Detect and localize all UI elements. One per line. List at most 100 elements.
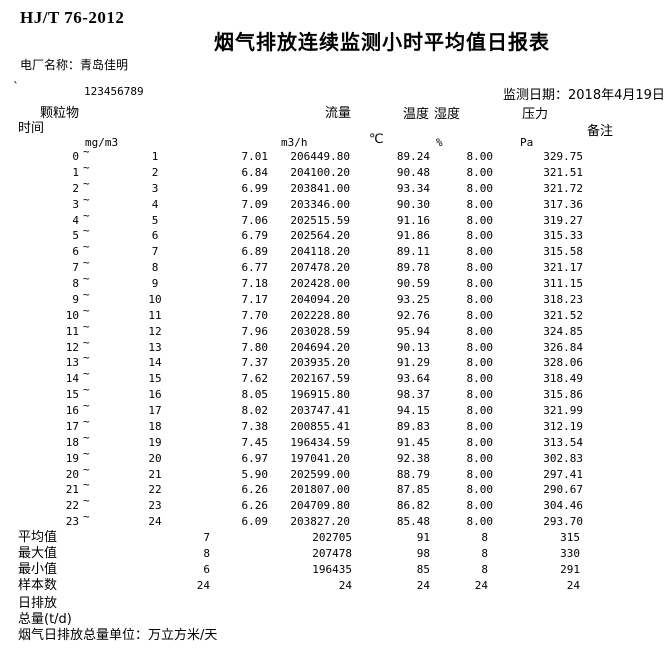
summary-table: 平均值 7 202705 91 8 315 最大值 8 207478 98 8 330 最小值 6 1964…	[0, 530, 672, 594]
pressure-value-cell: 321.72	[543, 181, 583, 195]
hourly-row: 5 ~6 6.79 202564.20 91.86 8.00 315.33	[0, 228, 672, 244]
pm-value-cell: 8.02	[241, 404, 269, 417]
tilde-mark: ~	[83, 355, 90, 365]
pm-value-cell: 7.37	[241, 356, 269, 370]
plant-name-line: 电厂名称：青岛佳明	[20, 56, 128, 73]
hourly-row: 2 ~3 6.99 203841.00 93.34 8.00 321.72	[0, 181, 672, 197]
footer-daily-emission-label: 日排放	[18, 596, 58, 611]
hour-to-cell: 9	[151, 277, 159, 290]
monitor-date-label: 监测日期：	[503, 88, 569, 103]
pm-value-cell: 7.45	[241, 435, 269, 449]
summary-row: 最小值 6 196435 85 8 291	[0, 562, 672, 578]
tilde-mark: ~	[83, 387, 90, 397]
remark-value-cell	[583, 371, 672, 387]
pressure-value-cell: 293.70	[543, 515, 583, 529]
flow-value-cell: 202228.80	[290, 308, 350, 322]
col-header-temperature: 温度	[403, 107, 430, 122]
hour-from-cell: 16	[65, 404, 79, 417]
remark-value-cell	[583, 514, 672, 530]
summary-flow-cell: 202705	[312, 531, 352, 544]
summary-pressure-cell: 291	[560, 562, 580, 576]
flow-value-cell: 203841.00	[290, 181, 350, 195]
tilde-cell: ~	[79, 244, 95, 260]
hourly-row: 17 ~18 7.38 200855.41 89.83 8.00 312.19	[0, 419, 672, 435]
pressure-value-cell: 304.46	[543, 499, 583, 513]
hour-to-cell: 19	[148, 435, 162, 449]
plant-name-label: 电厂名称：	[20, 58, 81, 72]
hourly-row: 10 ~11 7.70 202228.80 92.76 8.00 321.52	[0, 308, 672, 324]
hour-from-cell: 0	[72, 150, 79, 163]
pressure-value-cell: 321.51	[543, 165, 583, 179]
temp-value-cell: 90.13	[396, 340, 430, 354]
pressure-value-cell: 328.06	[543, 356, 583, 370]
tilde-mark: ~	[83, 498, 90, 508]
tilde-cell: ~	[79, 387, 95, 403]
humidity-value-cell: 8.00	[466, 372, 494, 386]
tilde-cell: ~	[79, 260, 95, 276]
hour-to-cell: 23	[148, 499, 162, 513]
hour-from-cell: 3	[72, 197, 79, 211]
summary-temp-cell: 98	[416, 546, 430, 560]
hour-from-cell: 7	[72, 261, 79, 275]
summary-row: 样本数 24 24 24 24 24	[0, 578, 672, 594]
footer-unit-note: 烟气日排放总量单位：万立方米/天	[18, 627, 218, 643]
hourly-row: 13 ~14 7.37 203935.20 91.29 8.00 328.06	[0, 355, 672, 371]
hour-from-cell: 8	[72, 277, 79, 290]
temp-value-cell: 98.37	[396, 388, 430, 402]
pressure-value-cell: 321.99	[543, 404, 583, 417]
temp-value-cell: 86.82	[396, 499, 430, 513]
hourly-row: 16 ~17 8.02 203747.41 94.15 8.00 321.99	[0, 403, 672, 419]
tilde-cell: ~	[79, 514, 95, 530]
tilde-mark: ~	[83, 149, 90, 158]
pm-value-cell: 6.79	[241, 229, 269, 243]
temp-value-cell: 90.48	[396, 165, 430, 179]
flow-value-cell: 196915.80	[290, 388, 350, 402]
flow-value-cell: 202167.59	[290, 372, 350, 386]
tilde-mark: ~	[83, 244, 90, 254]
hour-to-cell: 18	[148, 419, 162, 433]
hour-from-cell: 18	[65, 435, 79, 449]
summary-label-cell: 样本数	[18, 577, 58, 593]
hourly-row: 21 ~22 6.26 201807.00 87.85 8.00 290.67	[0, 482, 672, 498]
remark-value-cell	[583, 355, 672, 371]
summary-pressure-cell: 24	[566, 578, 580, 592]
hourly-row: 15 ~16 8.05 196915.80 98.37 8.00 315.86	[0, 387, 672, 403]
pm-value-cell: 7.09	[241, 197, 269, 211]
pressure-value-cell: 329.75	[543, 150, 583, 163]
humidity-value-cell: 8.00	[466, 277, 494, 290]
flow-value-cell: 207478.20	[290, 261, 350, 275]
summary-humidity-cell: 8	[481, 531, 488, 544]
summary-row: 最大值 8 207478 98 8 330	[0, 546, 672, 562]
summary-row: 平均值 7 202705 91 8 315	[0, 530, 672, 546]
summary-temp-cell: 24	[416, 578, 430, 592]
hourly-row: 12 ~13 7.80 204694.20 90.13 8.00 326.84	[0, 340, 672, 356]
hour-to-cell: 20	[148, 451, 162, 465]
tilde-mark: ~	[83, 291, 90, 301]
tilde-cell: ~	[79, 228, 95, 244]
flow-value-cell: 201807.00	[290, 483, 350, 497]
footer-block: 日排放 总量(t/d) 烟气日排放总量单位：万立方米/天	[18, 596, 217, 644]
hour-to-cell: 24	[148, 515, 162, 529]
flow-value-cell: 204118.20	[290, 245, 350, 259]
remark-value-cell	[583, 482, 672, 498]
hour-from-cell: 20	[65, 467, 79, 481]
temp-value-cell: 92.38	[396, 451, 430, 465]
temp-value-cell: 93.34	[396, 181, 430, 195]
plant-name-value: 青岛佳明	[80, 58, 129, 72]
temp-value-cell: 88.79	[396, 467, 430, 481]
hour-from-cell: 11	[65, 324, 79, 338]
hourly-row: 23 ~24 6.09 203827.20 85.48 8.00 293.70	[0, 514, 672, 530]
col-header-humidity: 湿度	[434, 107, 461, 122]
pressure-value-cell: 312.19	[543, 419, 583, 433]
pressure-value-cell: 324.85	[543, 324, 583, 338]
pm-value-cell: 7.18	[241, 277, 269, 290]
flow-value-cell: 200855.41	[290, 419, 350, 433]
humidity-value-cell: 8.00	[466, 165, 494, 179]
summary-remark-cell	[580, 546, 672, 562]
flow-value-cell: 204100.20	[290, 165, 350, 179]
tilde-mark: ~	[83, 371, 90, 381]
remark-value-cell	[583, 181, 672, 197]
tilde-mark: ~	[83, 514, 90, 524]
hour-to-cell: 11	[148, 308, 162, 322]
